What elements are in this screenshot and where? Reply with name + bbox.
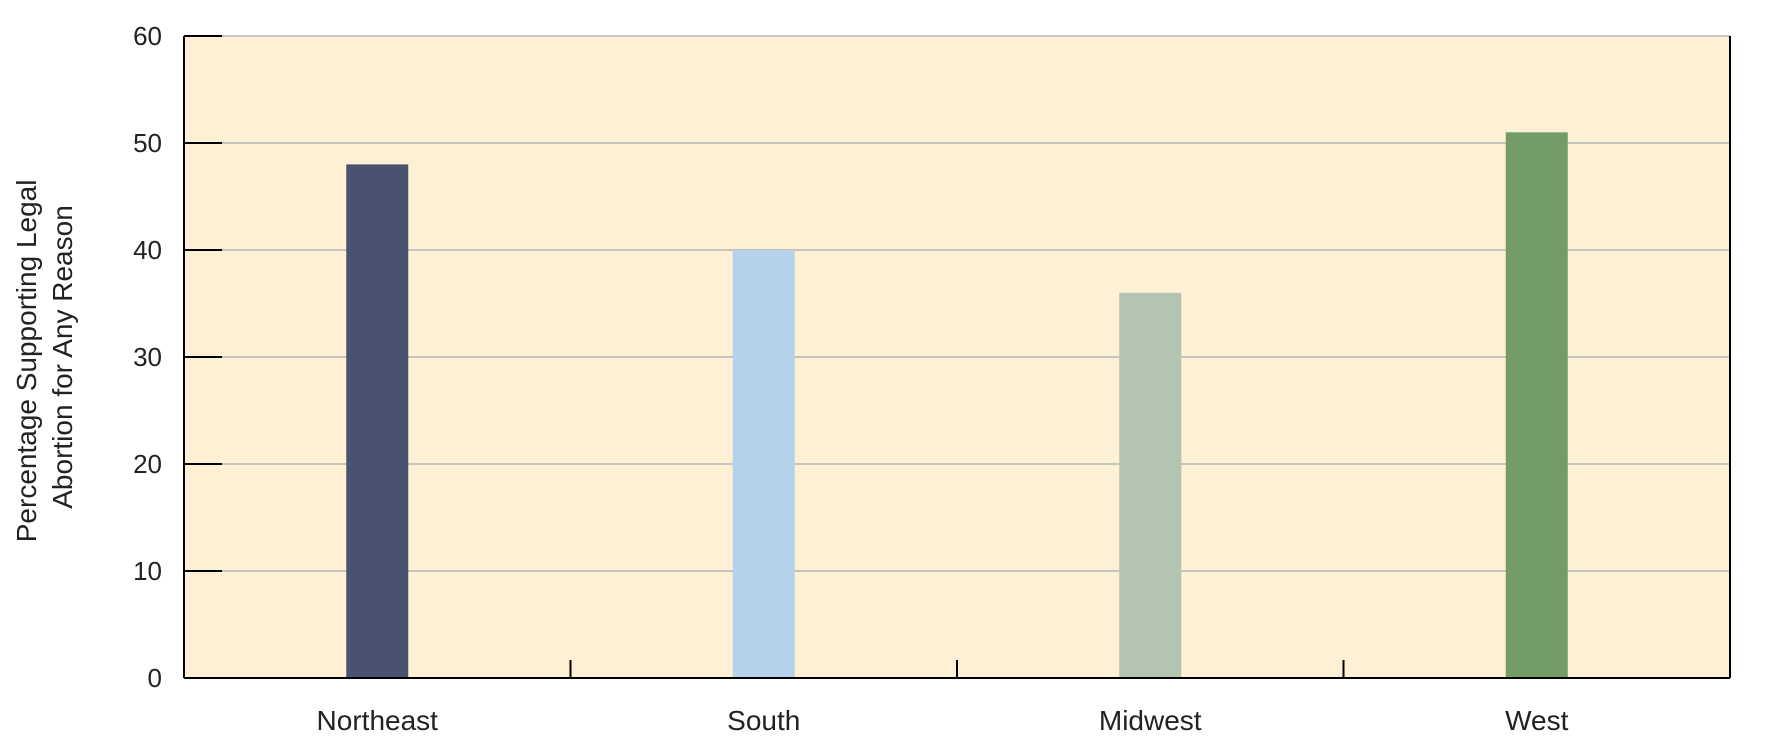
y-tick-label: 40 <box>133 235 162 265</box>
bars <box>346 132 1568 679</box>
x-tick-label: Midwest <box>1099 705 1202 736</box>
y-tick-label: 30 <box>133 342 162 372</box>
y-tick-label: 0 <box>148 663 162 693</box>
y-axis-title-line-2: Abortion for Any Reason <box>47 205 78 509</box>
y-axis-title: Percentage Supporting Legal Abortion for… <box>11 172 78 543</box>
y-tick-label: 60 <box>133 21 162 51</box>
bar-south <box>732 250 795 678</box>
bar-west <box>1505 132 1568 679</box>
x-tick-label: South <box>727 705 800 736</box>
x-tick-label: West <box>1505 705 1568 736</box>
y-tick-label: 20 <box>133 449 162 479</box>
x-tick-labels: Northeast South Midwest West <box>317 660 1569 736</box>
bar-northeast <box>346 164 409 678</box>
gridlines <box>184 35 1730 679</box>
y-tick-label: 50 <box>133 128 162 158</box>
y-axis-title-line-1: Percentage Supporting Legal <box>11 180 42 543</box>
y-tick-labels: 0 10 20 30 40 50 60 <box>133 21 162 693</box>
bar-midwest <box>1119 292 1182 678</box>
x-tick-label: Northeast <box>317 705 439 736</box>
y-tick-label: 10 <box>133 556 162 586</box>
